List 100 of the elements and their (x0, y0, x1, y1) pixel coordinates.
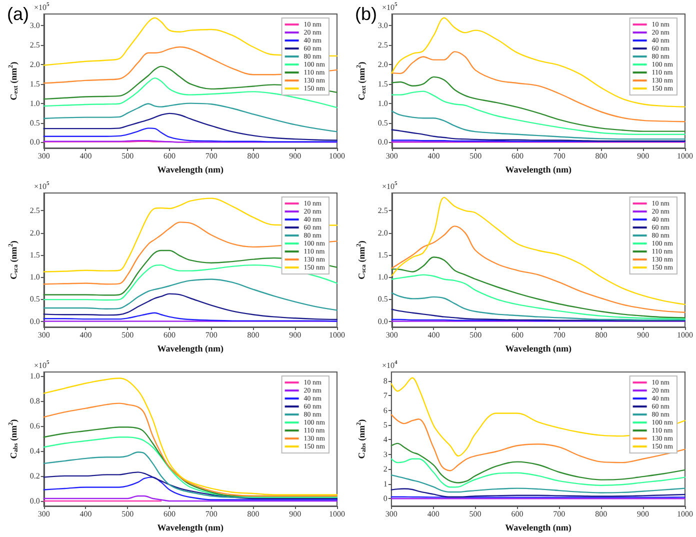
x-tick-label: 1000 (677, 510, 693, 518)
y-tick-label: 0.0 (378, 138, 388, 147)
x-tick-label: 400 (428, 330, 440, 340)
line-series (391, 308, 686, 322)
y-tick-label: 2.0 (378, 60, 388, 69)
y-tick-label: 0.5 (378, 118, 388, 128)
y-tick-label: 8 (383, 376, 388, 386)
x-tick-label: 600 (511, 152, 524, 160)
x-tick-label: 500 (469, 510, 482, 518)
y-tick-label: 0.0 (30, 496, 40, 506)
x-tick-label: 900 (637, 330, 650, 340)
y-tick-label: 1.5 (378, 79, 388, 88)
x-tick-label: 300 (38, 510, 50, 518)
line-series (390, 474, 686, 494)
line-series (43, 250, 338, 296)
y-tick-label: 0.4 (30, 446, 40, 456)
y-tick-label: 1.0 (378, 98, 388, 108)
x-tick-label: 800 (595, 152, 608, 160)
x-tick-label: 300 (38, 330, 50, 340)
y-tick-label: 0.2 (30, 471, 40, 480)
x-tick-label: 400 (427, 510, 440, 518)
x-tick-label: 500 (470, 330, 482, 340)
x-tick-label: 600 (163, 152, 176, 160)
x-tick-label: 400 (80, 330, 92, 340)
y-tick-label: 1.5 (30, 250, 40, 260)
x-tick-label: 600 (163, 330, 176, 340)
y-tick-label: 2.5 (30, 206, 40, 216)
y-tick-label: 3.0 (378, 21, 388, 30)
line-series (390, 377, 686, 457)
y-tick-label: 0.0 (378, 316, 388, 326)
line-series (391, 76, 686, 132)
x-tick-label: 800 (247, 330, 260, 340)
line-series (391, 51, 686, 122)
x-axis-title: Wavelength (nm) (505, 522, 572, 532)
chart-title: (b) (355, 4, 377, 24)
line-series (43, 278, 338, 311)
line-series (391, 129, 686, 142)
x-axis-title: Wavelength (nm) (157, 164, 224, 174)
x-tick-label: 800 (247, 152, 260, 160)
x-tick-label: 1000 (677, 152, 693, 160)
x-tick-label: 400 (80, 152, 92, 160)
y-tick-label: 1.5 (30, 79, 40, 88)
line-series (391, 90, 686, 136)
line-series (43, 128, 338, 142)
line-series (390, 488, 686, 498)
y-tick-label: 0.5 (30, 294, 40, 304)
line-series (43, 312, 338, 322)
y-tick-label: 2.0 (30, 228, 40, 238)
x-tick-label: 300 (38, 152, 50, 160)
y-tick-label: 1.5 (378, 250, 388, 260)
x-tick-label: 1000 (677, 330, 693, 340)
line-series (391, 17, 686, 108)
x-tick-label: 900 (637, 152, 650, 160)
y-tick-label: 2.0 (378, 228, 388, 238)
line-series (43, 436, 338, 498)
line-series (390, 458, 686, 488)
x-tick-label: 300 (386, 330, 398, 340)
line-series (43, 264, 338, 301)
y-tick-label: 7 (383, 391, 388, 400)
line-series (43, 17, 338, 66)
line-series (43, 112, 338, 141)
line-series (43, 472, 338, 500)
x-tick-label: 400 (80, 510, 92, 518)
x-tick-label: 800 (247, 510, 260, 518)
x-tick-label: 1000 (329, 510, 345, 518)
y-tick-label: 0.5 (378, 294, 388, 304)
y-tick-label: 2.5 (378, 206, 388, 216)
x-tick-label: 300 (385, 510, 398, 518)
y-tick-label: 6 (383, 406, 388, 415)
line-series (390, 442, 686, 484)
line-series (391, 226, 686, 314)
line-series (391, 292, 686, 321)
x-tick-label: 700 (553, 152, 566, 160)
y-tick-label: 3.0 (30, 21, 40, 30)
x-tick-label: 900 (289, 510, 302, 518)
x-tick-label: 800 (595, 330, 608, 340)
y-tick-label: 0.8 (30, 396, 40, 406)
x-tick-label: 700 (205, 152, 218, 160)
line-series (43, 476, 338, 500)
y-tick-label: 4 (383, 435, 388, 444)
y-tick-label: 1.0 (30, 98, 40, 108)
x-axis-title: Wavelength (nm) (157, 522, 224, 532)
x-tick-label: 500 (122, 330, 134, 340)
y-tick-label: 1.0 (30, 272, 40, 282)
y-tick-label: 0.6 (30, 421, 40, 430)
x-tick-label: 700 (205, 330, 218, 340)
x-tick-label: 700 (205, 510, 218, 518)
y-tick-label: 2 (383, 464, 388, 474)
x-tick-label: 900 (289, 330, 302, 340)
y-tick-label: 5 (383, 420, 388, 430)
y-tick-label: 3 (383, 450, 388, 459)
x-tick-label: 400 (428, 152, 440, 160)
x-tick-label: 1000 (329, 152, 345, 160)
x-tick-label: 600 (511, 330, 524, 340)
x-tick-label: 500 (122, 152, 134, 160)
x-tick-label: 600 (511, 510, 524, 518)
y-tick-label: 0.0 (30, 316, 40, 326)
x-tick-label: 700 (553, 330, 566, 340)
x-axis-title: Wavelength (nm) (157, 344, 224, 354)
line-series (391, 110, 686, 140)
